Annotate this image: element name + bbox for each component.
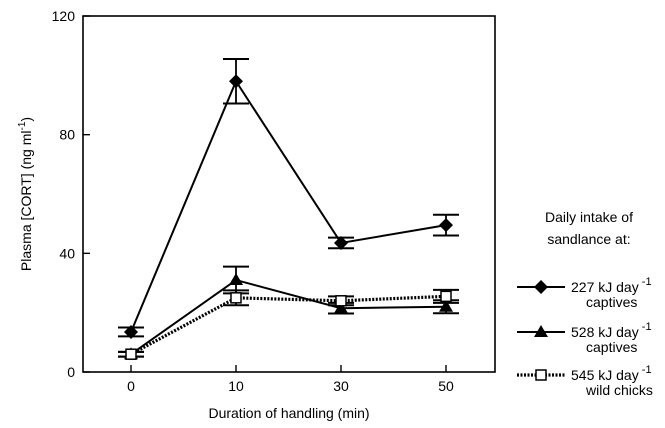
- legend-marker: [534, 325, 548, 337]
- legend-title-line-1: Daily intake of: [545, 209, 633, 225]
- data-point: [334, 301, 348, 314]
- data-point: [334, 235, 348, 250]
- y-tick-label: 0: [67, 364, 75, 380]
- data-point: [335, 295, 347, 307]
- y-tick-label: 40: [59, 245, 75, 261]
- x-tick-label: 30: [333, 378, 349, 394]
- x-tick-label: 0: [127, 378, 135, 394]
- series-1: [118, 58, 459, 339]
- y-axis: 0 40 80 120: [52, 8, 90, 380]
- x-axis-title: Duration of handling (min): [208, 405, 369, 421]
- legend: Daily intake of sandlance at: 227 kJ day…: [517, 209, 653, 398]
- series-line: [130, 294, 447, 356]
- x-tick-label: 10: [228, 378, 244, 394]
- series-line: [130, 278, 447, 356]
- y-tick-label: 120: [52, 8, 76, 24]
- x-axis: 0 10 30 50: [127, 365, 454, 394]
- legend-title-line-2: sandlance at:: [547, 231, 630, 247]
- legend-marker: [534, 280, 548, 294]
- data-point: [229, 74, 243, 89]
- data-point: [230, 292, 242, 304]
- plot-area-frame: [82, 15, 496, 373]
- y-tick-label: 80: [59, 127, 75, 143]
- x-tick-label: 50: [438, 378, 454, 394]
- y-axis-title: Plasma [CORT] (ng ml-1): [17, 117, 34, 271]
- legend-label-line-2: captives: [586, 294, 637, 310]
- data-point: [229, 273, 243, 286]
- data-point: [439, 299, 453, 312]
- data-point: [440, 290, 452, 303]
- data-point: [124, 324, 138, 339]
- data-point: [439, 218, 453, 233]
- legend-label: 545 kJ day -1: [571, 364, 652, 383]
- legend-label: 528 kJ day -1: [571, 321, 652, 340]
- legend-label-line-2: captives: [586, 339, 637, 355]
- legend-marker: [535, 369, 547, 381]
- series-layer: [118, 58, 459, 360]
- legend-label-line-2: wild chicks: [585, 382, 653, 398]
- series-line: [130, 79, 447, 333]
- data-point: [125, 348, 137, 360]
- series-2: [118, 265, 459, 360]
- legend-label: 227 kJ day -1: [571, 276, 652, 295]
- series-3: [118, 288, 459, 360]
